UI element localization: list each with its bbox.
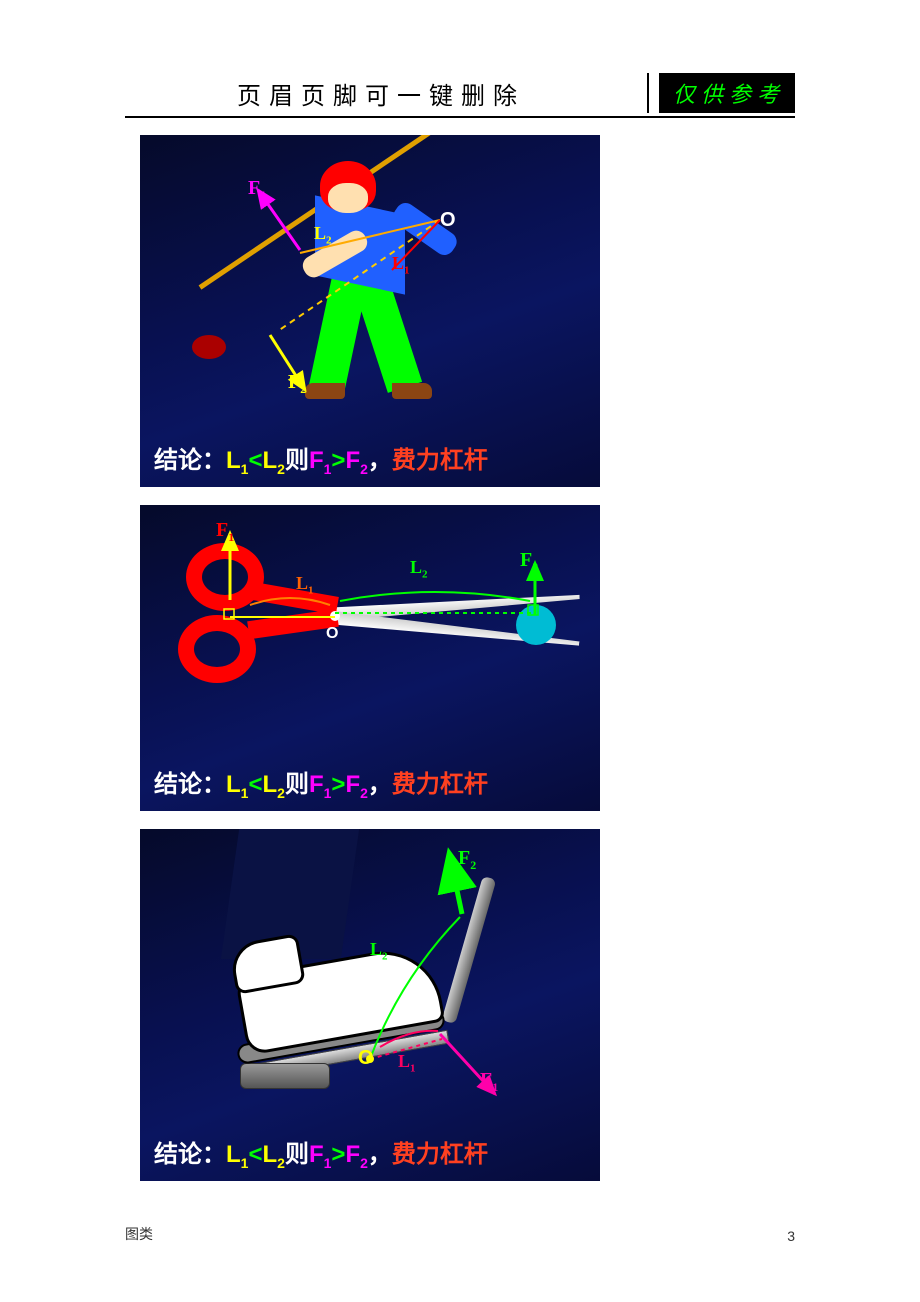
- force-f2-label: F2: [520, 549, 538, 575]
- force-f2-label: F2: [288, 371, 306, 397]
- figure-face: [328, 183, 368, 213]
- pivot-label: O: [440, 209, 456, 232]
- force-f2-label: F2: [458, 847, 476, 873]
- header-divider: [647, 73, 649, 113]
- figure-leg: [309, 277, 367, 392]
- length-l2-label: L2: [370, 939, 388, 963]
- header-text: 页眉页脚可一键删除: [125, 76, 637, 111]
- figure-shoe: [305, 383, 345, 399]
- length-l1-label: L1: [296, 573, 314, 597]
- pedal-base: [240, 1063, 330, 1089]
- header-badge: 仅供参考: [659, 73, 795, 113]
- pivot-label: O: [358, 1047, 374, 1070]
- figure-shoe: [392, 383, 432, 399]
- diagram-panel-pedal: F1 F2 L1 L2 O 结论：L1<L2则F1>F2，费力杠杆: [140, 829, 600, 1181]
- content-area: F1 F2 L1 L2 O 结论：L1<L2则F1>F2，费力杠杆: [140, 135, 600, 1199]
- pivot-label: O: [326, 625, 338, 643]
- broom-head: [192, 335, 226, 359]
- scissor-loop: [178, 615, 256, 683]
- conclusion-text: 结论：L1<L2则F1>F2，费力杠杆: [154, 764, 488, 801]
- diagram-panel-scissors: F1 F2 L1 L2 O 结论：L1<L2则F1>F2，费力杠杆: [140, 505, 600, 811]
- conclusion-text: 结论：L1<L2则F1>F2，费力杠杆: [154, 440, 488, 477]
- scissor-pivot: [330, 611, 340, 621]
- force-f1-label: F1: [480, 1069, 498, 1095]
- force-f1-label: F1: [216, 519, 234, 545]
- footer-page-number: 3: [787, 1228, 795, 1244]
- force-f1-label: F1: [248, 177, 266, 203]
- object-ball: [516, 605, 556, 645]
- diagram-panel-sweeping: F1 F2 L1 L2 O 结论：L1<L2则F1>F2，费力杠杆: [140, 135, 600, 487]
- length-l1-label: L1: [398, 1051, 416, 1075]
- scissor-loop: [186, 543, 264, 611]
- pedal-arm: [442, 876, 497, 1024]
- conclusion-text: 结论：L1<L2则F1>F2，费力杠杆: [154, 1134, 488, 1171]
- length-l2-label: L2: [410, 557, 428, 581]
- page-header: 页眉页脚可一键删除 仅供参考: [125, 70, 795, 118]
- footer-category: 图类: [125, 1224, 153, 1244]
- length-l2-label: L2: [314, 223, 332, 247]
- length-l1-label: L1: [392, 253, 410, 277]
